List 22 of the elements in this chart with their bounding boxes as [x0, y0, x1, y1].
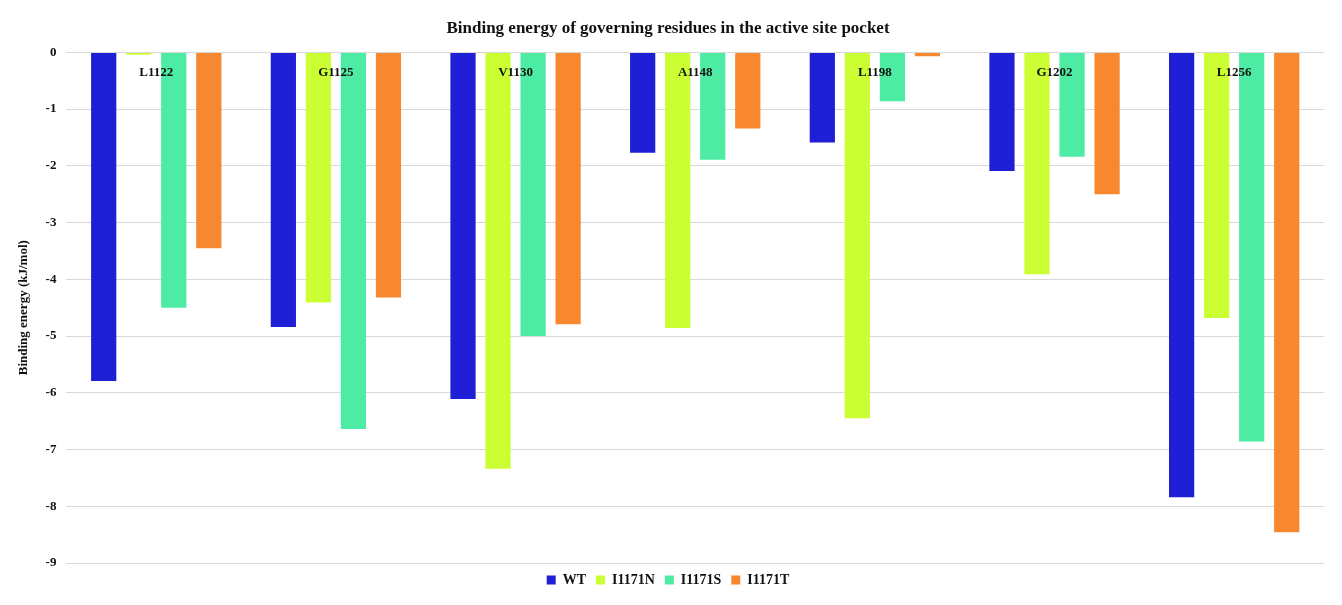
- y-tick-label: -3: [45, 213, 57, 229]
- legend-label: I1171N: [612, 571, 655, 587]
- y-tick-label: -6: [45, 384, 57, 400]
- y-tick-label: -2: [45, 157, 57, 173]
- x-tick-label: V1130: [498, 64, 533, 80]
- y-tick-label: -7: [45, 440, 57, 456]
- y-tick-label: -1: [45, 100, 57, 116]
- x-tick-label: L1256: [1216, 64, 1253, 80]
- legend-label: I1171T: [747, 571, 790, 587]
- chart-title: Binding energy of governing residues in the active site pocket: [446, 17, 890, 37]
- y-tick-label: 0: [49, 43, 57, 59]
- y-tick-label: -9: [45, 554, 57, 570]
- y-tick-label: -5: [45, 327, 57, 343]
- x-tick-label: A1148: [677, 64, 714, 80]
- legend-label: WT: [562, 571, 587, 587]
- legend-label: I1171S: [680, 571, 722, 587]
- x-tick-label: L1198: [857, 64, 893, 80]
- y-tick-label: -4: [45, 270, 57, 286]
- y-tick-label: -8: [45, 497, 57, 513]
- y-axis-title: Binding energy (kJ/mol): [15, 240, 31, 376]
- x-tick-label: G1125: [318, 64, 355, 80]
- x-tick-label: G1202: [1036, 64, 1073, 80]
